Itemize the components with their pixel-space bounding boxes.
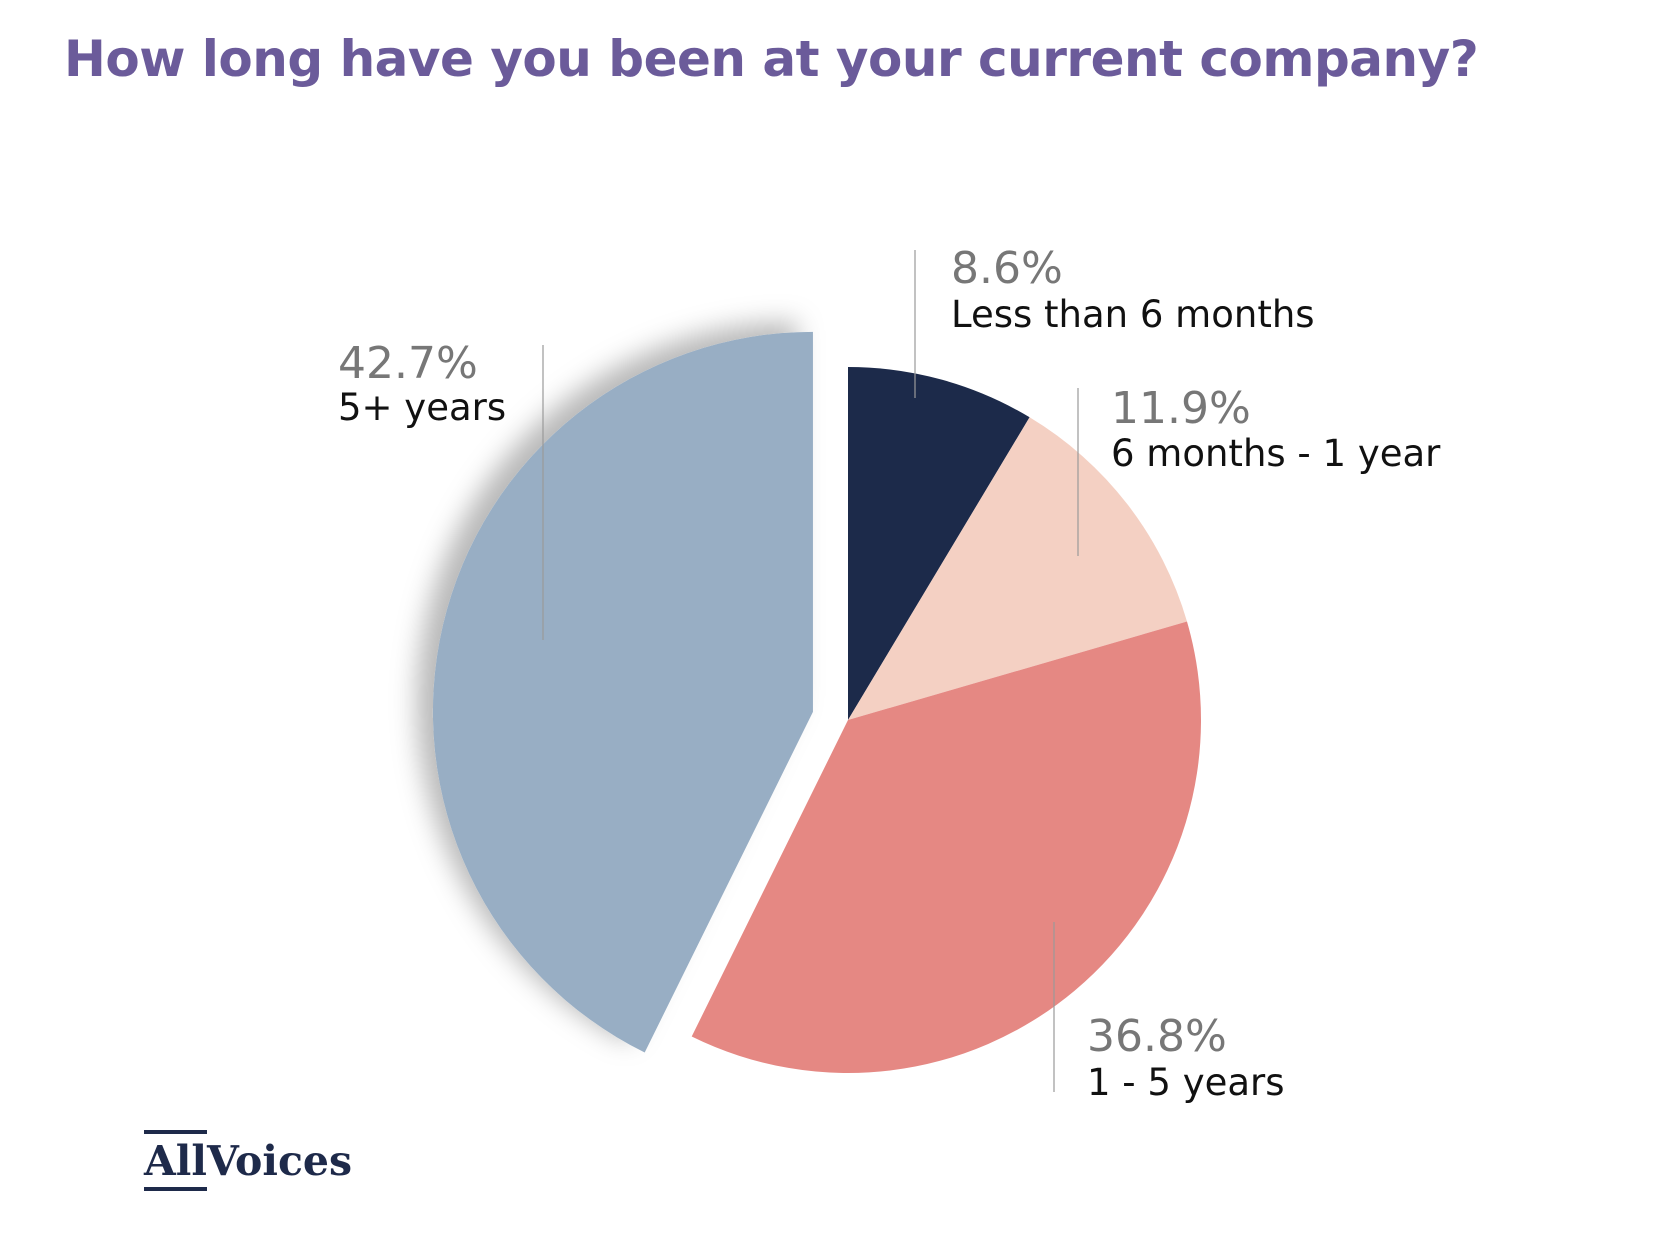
slice-category-label: 1 - 5 years (1087, 1061, 1285, 1104)
slice-category-label: 6 months - 1 year (1111, 432, 1441, 475)
chart-title: How long have you been at your current c… (64, 30, 1479, 88)
slice-category-label: 5+ years (338, 386, 506, 429)
logo-voices-text: Voices (206, 1137, 353, 1185)
slice-percent-label: 8.6% (951, 243, 1063, 294)
slice-labels: 8.6%Less than 6 months 11.9%6 months - 1 … (338, 243, 1441, 1104)
slice-percent-label: 42.7% (338, 338, 478, 389)
logo-all-text: All (144, 1130, 207, 1191)
pie-slice-5-years (432, 331, 813, 1053)
pie-slices (432, 331, 1201, 1073)
allvoices-logo: AllVoices (144, 1130, 352, 1192)
pie-slice-6-months-1-year (848, 417, 1187, 720)
pie-slice-1-5-years (691, 621, 1201, 1073)
slice-percent-label: 36.8% (1087, 1011, 1227, 1062)
slice-percent-label: 11.9% (1111, 383, 1251, 434)
slice-category-label: Less than 6 months (951, 293, 1315, 336)
pie-slice-less-than-6-months (848, 367, 1030, 720)
leader-lines (542, 250, 1079, 1092)
